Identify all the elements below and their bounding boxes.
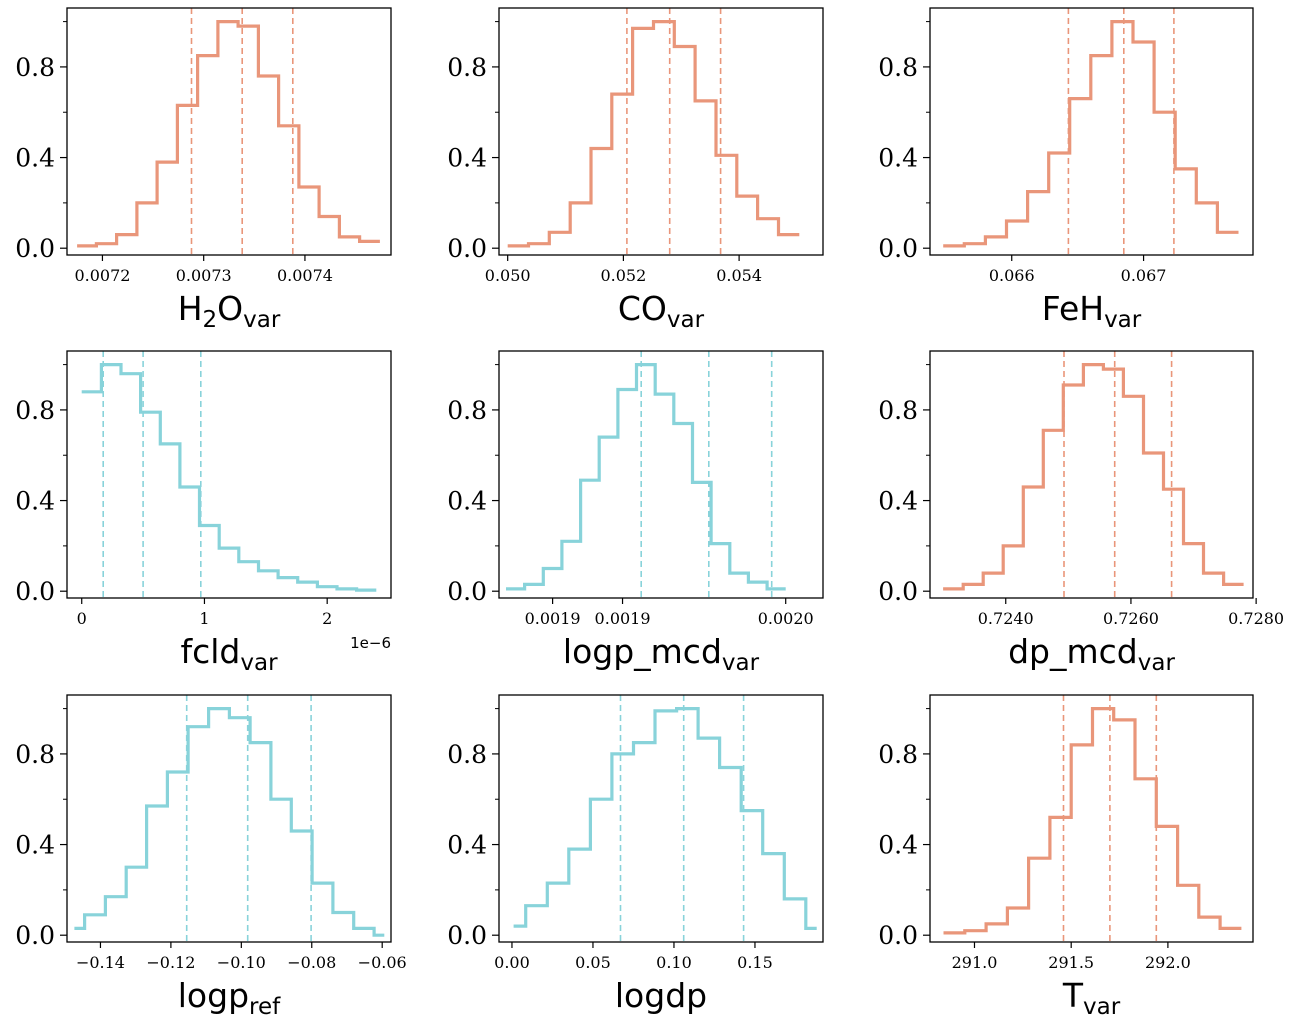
axes-frame	[66, 350, 392, 599]
x-axis-label: logpref	[178, 976, 281, 1016]
y-tick-label: 0.4	[878, 831, 918, 860]
y-tick-label: 0.0	[447, 577, 487, 606]
x-tick-label: 292.0	[1145, 953, 1191, 972]
x-tick-label: 0.0019	[595, 609, 651, 628]
x-axis-label: H2Ovar	[178, 289, 281, 333]
x-axis-label: logdp	[615, 976, 707, 1015]
x-tick-label: −0.10	[217, 953, 266, 972]
x-tick-label: 0.0072	[74, 266, 130, 285]
x-tick-label: 1	[199, 609, 209, 628]
x-tick-label: 2	[322, 609, 332, 628]
y-tick-label: 0.4	[447, 144, 487, 173]
y-tick-label: 0.4	[447, 487, 487, 516]
subplot-5: 0.0 0.4 0.8 0.0019 0.0019 0.0020 logp_mcdvar	[447, 350, 824, 676]
y-tick-label: 0.0	[15, 234, 55, 263]
x-tick-label: −0.08	[287, 953, 336, 972]
histogram-line	[77, 20, 380, 248]
x-tick-label: 0.7240	[978, 609, 1034, 628]
subplot-6: 0.0 0.4 0.8 0.7240 0.7260 0.7280 dp_mcdvar	[878, 350, 1284, 676]
y-tick-label: 0.0	[878, 234, 918, 263]
y-tick-label: 0.4	[15, 831, 55, 860]
x-tick-label: 0.0020	[758, 609, 814, 628]
x-axis-label: fcldvar	[180, 632, 278, 676]
axes-frame	[66, 694, 392, 943]
y-tick-label: 0.4	[878, 487, 918, 516]
x-tick-label: 0.066	[989, 266, 1035, 285]
subplot-7: 0.0 0.4 0.8 −0.14 −0.12 −0.10 −0.08 −0.06 logpre…	[15, 694, 407, 1016]
y-tick-label: 0.8	[878, 396, 918, 425]
x-tick-label: 0.7280	[1228, 609, 1284, 628]
y-tick-label: 0.8	[15, 396, 55, 425]
x-tick-label: 0.0073	[176, 266, 232, 285]
x-tick-label: 0.050	[485, 266, 531, 285]
histogram-line	[507, 20, 800, 248]
axes-frame	[929, 350, 1254, 599]
y-tick-label: 0.4	[15, 144, 55, 173]
x-offset-text: 1e−6	[350, 634, 391, 652]
x-axis-label: COvar	[618, 289, 705, 333]
y-tick-label: 0.8	[447, 740, 487, 769]
y-tick-label: 0.0	[447, 234, 487, 263]
subplot-8: 0.0 0.4 0.8 0.00 0.05 0.10 0.15 logdp	[447, 694, 824, 1015]
x-tick-label: −0.12	[146, 953, 195, 972]
x-axis-label: dp_mcdvar	[1008, 632, 1175, 676]
axes-frame	[498, 694, 824, 943]
axes-frame	[929, 694, 1254, 943]
y-tick-label: 0.8	[447, 396, 487, 425]
x-tick-label: 0.0074	[277, 266, 333, 285]
axes-frame	[66, 7, 392, 256]
y-tick-label: 0.8	[878, 740, 918, 769]
x-tick-label: 0.067	[1121, 266, 1167, 285]
histogram-line	[506, 363, 786, 591]
subplot-4: 0.0 0.4 0.8 0 1 2 1e−6 fcldvar	[15, 350, 392, 676]
subplot-3: 0.0 0.4 0.8 0.066 0.067 FeHvar	[878, 7, 1254, 333]
y-tick-label: 0.8	[15, 53, 55, 82]
x-tick-label: 0.10	[656, 953, 692, 972]
x-axis-label: FeHvar	[1042, 289, 1142, 333]
x-tick-label: 0.05	[575, 953, 611, 972]
x-tick-label: 0.7260	[1103, 609, 1159, 628]
x-axis-label: Tvar	[1062, 976, 1121, 1016]
axes-frame	[498, 7, 824, 256]
histogram-line	[74, 707, 385, 937]
y-tick-label: 0.8	[15, 740, 55, 769]
x-tick-label: 0.00	[494, 953, 530, 972]
x-tick-label: −0.06	[358, 953, 407, 972]
subplot-2: 0.0 0.4 0.8 0.050 0.052 0.054 COvar	[447, 7, 824, 333]
y-tick-label: 0.4	[15, 487, 55, 516]
y-tick-label: 0.4	[878, 144, 918, 173]
x-tick-label: 0	[77, 609, 87, 628]
y-tick-label: 0.0	[878, 577, 918, 606]
y-tick-label: 0.0	[878, 921, 918, 950]
y-tick-label: 0.0	[15, 921, 55, 950]
x-tick-label: 0.15	[737, 953, 773, 972]
x-tick-label: 0.0019	[525, 609, 581, 628]
x-tick-label: −0.14	[76, 953, 125, 972]
x-tick-label: 0.052	[600, 266, 646, 285]
x-tick-label: 0.054	[716, 266, 762, 285]
axes-frame	[498, 350, 824, 599]
y-tick-label: 0.4	[447, 831, 487, 860]
x-axis-label: logp_mcdvar	[563, 632, 760, 676]
histogram-line	[943, 363, 1244, 591]
histogram-line	[513, 707, 817, 930]
x-tick-label: 291.5	[1048, 953, 1094, 972]
histogram-line	[943, 20, 1239, 248]
histogram-line	[81, 363, 377, 592]
axes-frame	[929, 7, 1254, 256]
subplot-1: 0.0 0.4 0.8 0.0072 0.0073 0.0074 H2Ovar	[15, 7, 392, 333]
histogram-line	[943, 707, 1242, 935]
subplot-9: 0.0 0.4 0.8 291.0 291.5 292.0 Tvar	[878, 694, 1254, 1016]
x-tick-label: 291.0	[952, 953, 998, 972]
y-tick-label: 0.8	[878, 53, 918, 82]
y-tick-label: 0.0	[15, 577, 55, 606]
y-tick-label: 0.0	[447, 921, 487, 950]
y-tick-label: 0.8	[447, 53, 487, 82]
